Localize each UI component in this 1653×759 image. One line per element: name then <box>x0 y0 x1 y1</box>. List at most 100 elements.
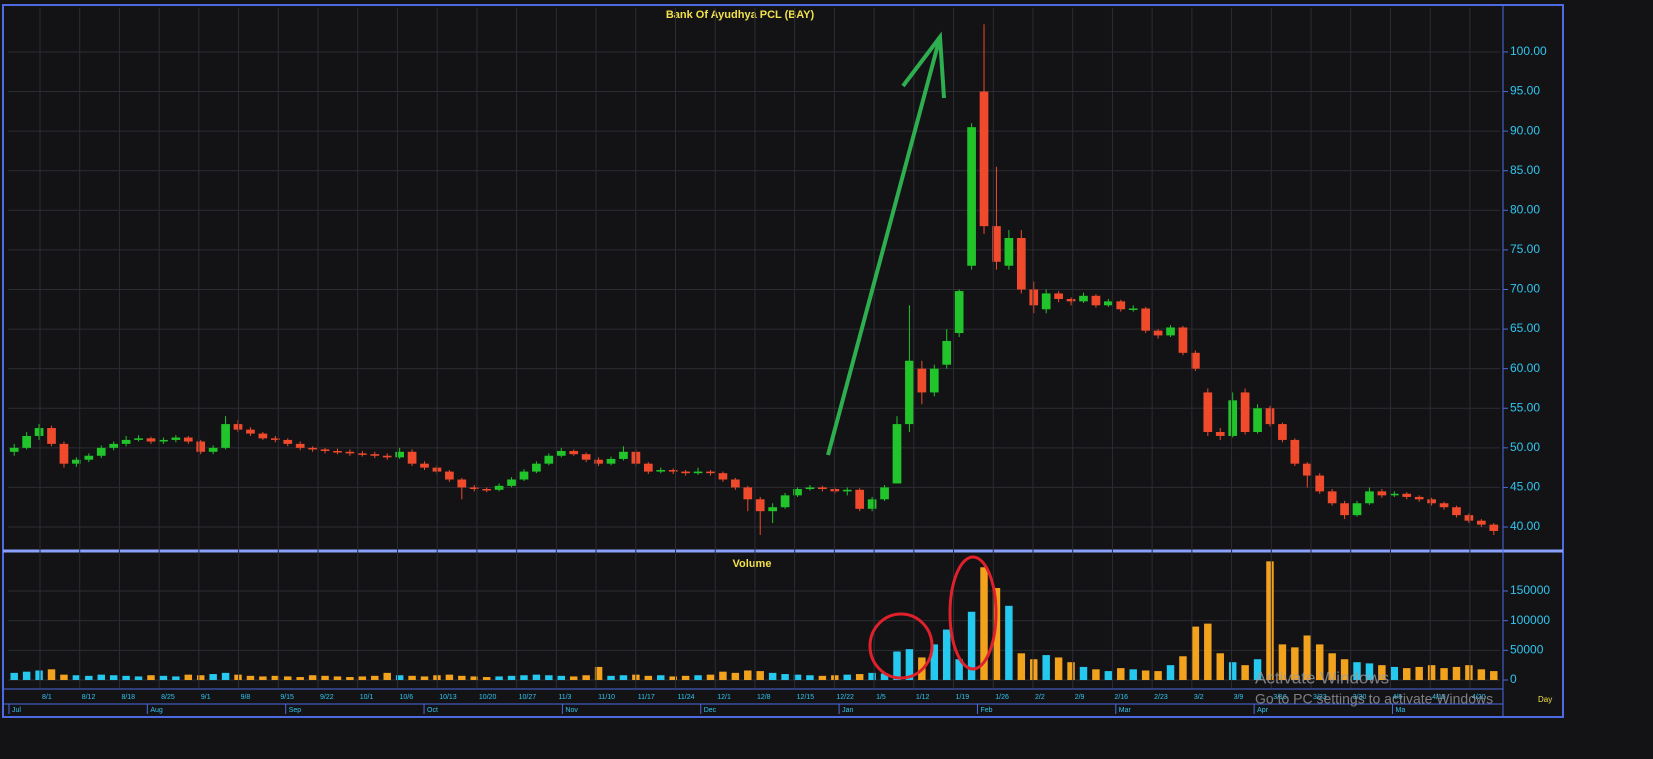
watermark: Activate Windows <box>1255 668 1389 687</box>
candle-body <box>34 428 44 436</box>
volume-bar <box>731 672 740 680</box>
volume-bar <box>1328 653 1336 680</box>
candle-body <box>171 437 181 440</box>
candle-body <box>1228 400 1238 436</box>
volume-bar <box>694 675 702 680</box>
x-tick-label: 3/16 <box>1273 694 1287 701</box>
volume-bar <box>607 675 615 680</box>
volume-bar <box>781 674 789 680</box>
y-tick-label: 40.00 <box>1510 519 1540 533</box>
x-tick-label: 9/1 <box>201 694 211 701</box>
candle-body <box>718 473 728 480</box>
candle-body <box>1178 327 1188 353</box>
candle-body <box>22 435 32 448</box>
volume-bar <box>1129 669 1137 680</box>
candle-body <box>1414 496 1424 500</box>
volume-bar <box>1104 671 1113 680</box>
volume-bar <box>520 675 528 680</box>
candle-body <box>842 489 852 492</box>
x-tick-label: 2/9 <box>1075 694 1085 701</box>
volume-bar <box>1079 666 1088 680</box>
candle-body <box>1141 308 1151 331</box>
candle-body <box>1203 392 1213 433</box>
candle-body <box>295 443 305 448</box>
candle-body <box>1476 520 1486 525</box>
trend-arrow <box>826 36 942 456</box>
candle-body <box>1452 507 1461 516</box>
candle-body <box>793 489 802 496</box>
volume-bar <box>868 672 876 680</box>
candle-body <box>1427 499 1436 504</box>
candle-body <box>992 226 1001 262</box>
x-tick-label: 1/5 <box>876 694 886 701</box>
candle-body <box>1128 308 1138 310</box>
candle-body <box>1265 408 1275 425</box>
volume-bar <box>134 676 143 680</box>
y-tick-label: 100000 <box>1510 613 1550 627</box>
volume-bar <box>445 674 454 680</box>
candle-body <box>1041 293 1051 310</box>
volume-bar <box>806 675 814 680</box>
x-tick-label: 11/10 <box>598 694 615 701</box>
candle-body <box>146 438 156 442</box>
volume-bar <box>47 669 56 680</box>
month-label: Oct <box>427 707 438 714</box>
candle-body <box>805 487 815 490</box>
candle-body <box>109 443 119 448</box>
volume-bar <box>1228 662 1237 680</box>
x-tick-label: 4/20 <box>1472 694 1486 701</box>
candle-body <box>1116 301 1126 310</box>
volume-bar <box>22 671 31 680</box>
volume-bar <box>1390 666 1399 680</box>
candle-body <box>1091 295 1101 306</box>
candle-body <box>221 424 230 448</box>
volume-bar <box>1117 668 1125 680</box>
candle-body <box>457 479 467 488</box>
candle-body <box>730 479 740 488</box>
volume-bar <box>719 671 727 680</box>
candle-body <box>196 441 206 452</box>
candle-body <box>420 463 429 468</box>
highlight-circle <box>868 612 934 680</box>
x-tick-label: 3/30 <box>1353 694 1367 701</box>
candle-body <box>84 455 94 460</box>
volume-bar <box>1030 659 1038 680</box>
volume-bar <box>681 675 690 680</box>
volume-bar <box>333 676 342 680</box>
volume-bar <box>992 588 1001 680</box>
volume-bar <box>1166 665 1175 680</box>
volume-bar <box>545 675 553 680</box>
candle-body <box>9 447 19 452</box>
volume-bar <box>395 675 404 680</box>
volume-bar <box>1415 666 1423 680</box>
volume-bar <box>72 675 81 680</box>
volume-bar <box>234 674 242 680</box>
y-tick-label: 0 <box>1510 672 1517 686</box>
volume-bar <box>371 675 379 680</box>
candle-body <box>967 127 976 266</box>
volume-bar <box>768 672 777 680</box>
x-tick-label: 10/20 <box>479 694 497 701</box>
candle-body <box>469 487 479 490</box>
volume-bar <box>458 675 466 680</box>
month-label: Aug <box>150 707 163 714</box>
x-tick-label: 3/2 <box>1194 694 1204 701</box>
volume-bar <box>1141 670 1150 680</box>
candle-body <box>1215 432 1225 436</box>
volume-bar <box>85 675 93 680</box>
volume-bar <box>358 676 367 680</box>
volume-bar <box>507 675 516 680</box>
watermark: Go to PC settings to activate Windows <box>1255 691 1493 707</box>
candle-body <box>407 451 417 464</box>
volume-bar <box>855 674 864 680</box>
y-tick-label: 80.00 <box>1510 202 1540 216</box>
x-tick-label: 8/1 <box>42 694 52 701</box>
volume-bar <box>1490 671 1498 680</box>
volume-bar <box>35 670 43 680</box>
x-tick-label: 1/19 <box>956 694 970 701</box>
volume-bar <box>880 673 889 680</box>
month-label: Mar <box>1119 707 1132 714</box>
y-tick-label: 150000 <box>1510 583 1550 597</box>
candle-body <box>96 447 106 456</box>
